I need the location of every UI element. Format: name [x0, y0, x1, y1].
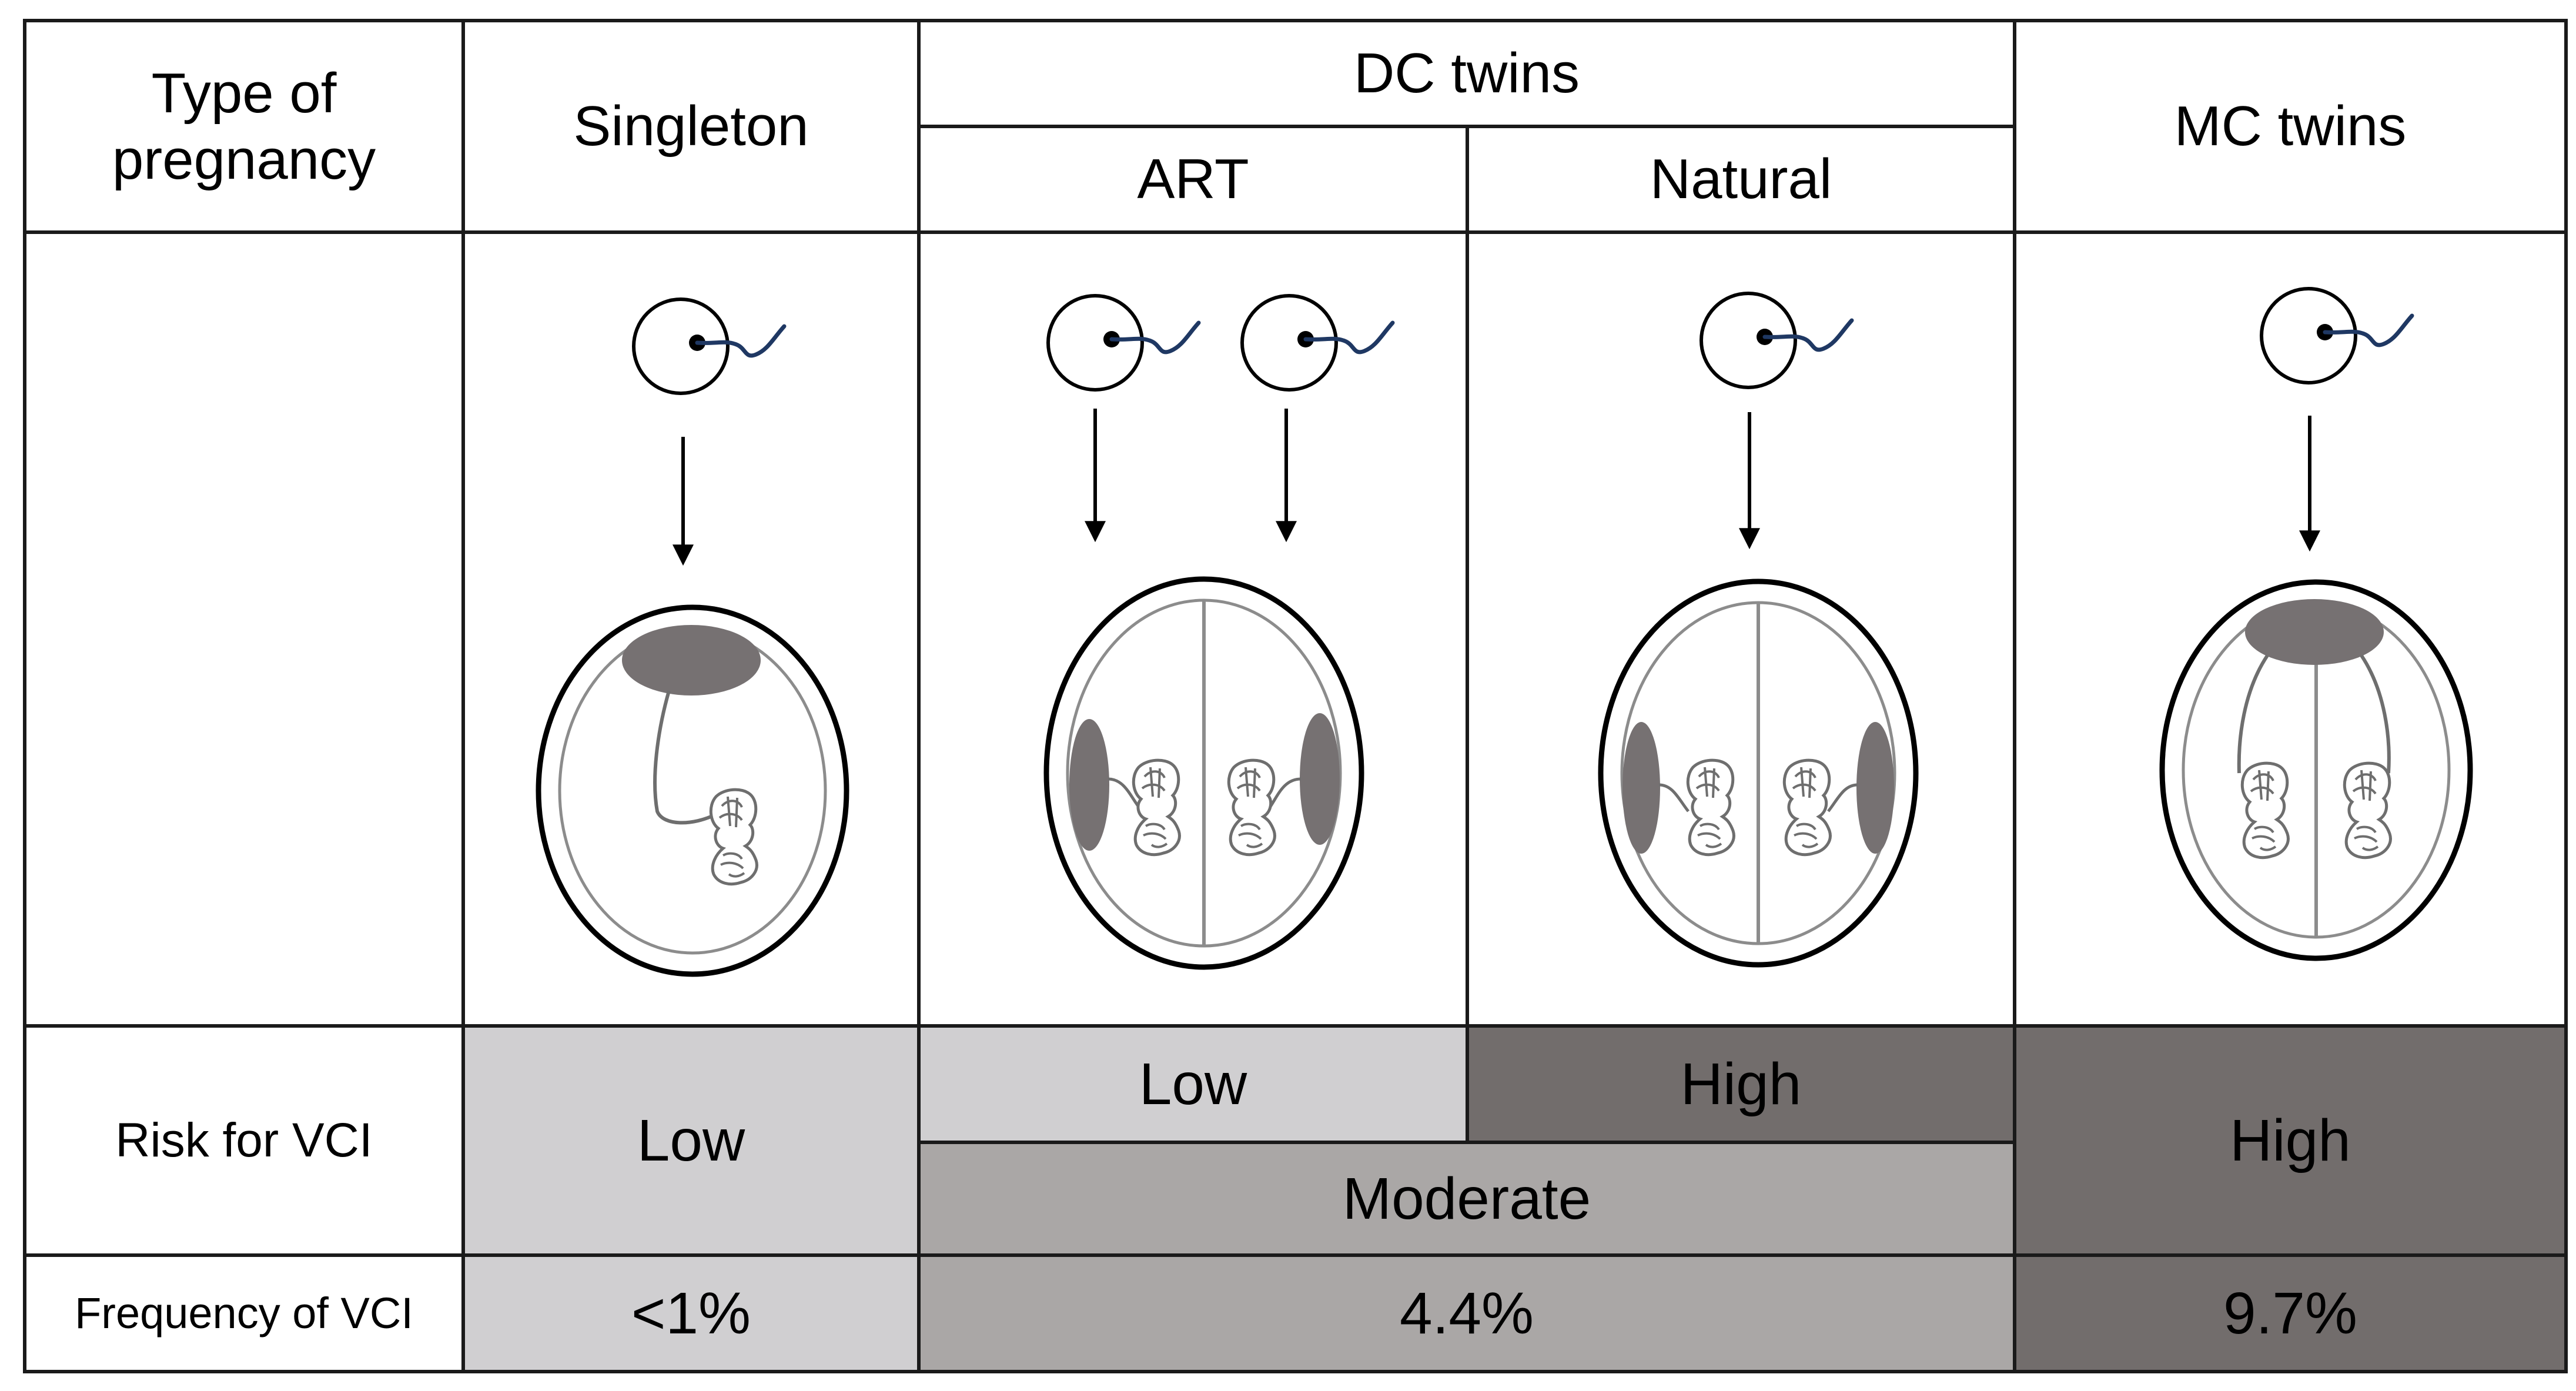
- egg-icon: [1242, 296, 1393, 390]
- frequency-mc-value: 9.7%: [2223, 1280, 2357, 1346]
- egg-icon: [634, 299, 784, 393]
- row-label-risk: Risk for VCI: [115, 1113, 373, 1167]
- risk-mc-value: High: [2230, 1108, 2351, 1173]
- fetus-icon: [2242, 763, 2288, 858]
- placenta-icon: [1069, 719, 1109, 851]
- header-type-of-pregnancy: Type of pregnancy: [112, 61, 376, 191]
- risk-dc-art-cell: Low: [919, 1026, 1467, 1142]
- row-label-frequency: Frequency of VCI: [75, 1289, 413, 1338]
- egg-icon: [1048, 296, 1199, 390]
- singleton-diagram: [536, 232, 849, 977]
- fetus-icon: [1784, 760, 1830, 855]
- dc-natural-diagram: [1598, 232, 1919, 968]
- header-dc-twins: DC twins: [1353, 42, 1580, 105]
- risk-dc-natural-cell: High: [1467, 1026, 2015, 1142]
- fetus-icon: [711, 790, 757, 884]
- frequency-mc-cell: 9.7%: [2015, 1255, 2566, 1372]
- placenta-icon: [1622, 722, 1660, 854]
- frequency-singleton-cell: <1%: [463, 1255, 919, 1372]
- placenta-icon: [622, 625, 761, 696]
- header-singleton: Singleton: [573, 95, 809, 158]
- fetus-icon: [2344, 763, 2390, 858]
- risk-dc-overall-cell: Moderate: [919, 1142, 2015, 1255]
- frequency-dc-value: 4.4%: [1400, 1280, 1534, 1346]
- risk-dc-overall-value: Moderate: [1342, 1166, 1591, 1232]
- header-dc-art: ART: [1137, 148, 1249, 211]
- fetus-icon: [1229, 760, 1274, 855]
- egg-icon: [2261, 289, 2412, 383]
- frequency-dc-cell: 4.4%: [919, 1255, 2015, 1372]
- placenta-icon: [1856, 722, 1894, 854]
- frequency-singleton-value: <1%: [631, 1280, 751, 1346]
- egg-icon: [1701, 293, 1852, 387]
- mc-diagram: [2159, 232, 2473, 961]
- header-mc-twins: MC twins: [2174, 95, 2407, 158]
- header-dc-natural: Natural: [1650, 148, 1832, 211]
- risk-singleton-value: Low: [637, 1108, 745, 1173]
- dc-art-diagram: [1043, 232, 1467, 970]
- risk-singleton-cell: Low: [463, 1026, 919, 1255]
- risk-mc-cell: High: [2015, 1026, 2566, 1255]
- risk-dc-art-value: Low: [1139, 1051, 1247, 1117]
- risk-dc-natural-value: High: [1680, 1051, 1802, 1117]
- fetus-icon: [1133, 760, 1179, 855]
- placenta-icon: [1300, 713, 1340, 845]
- fetus-icon: [1688, 760, 1734, 855]
